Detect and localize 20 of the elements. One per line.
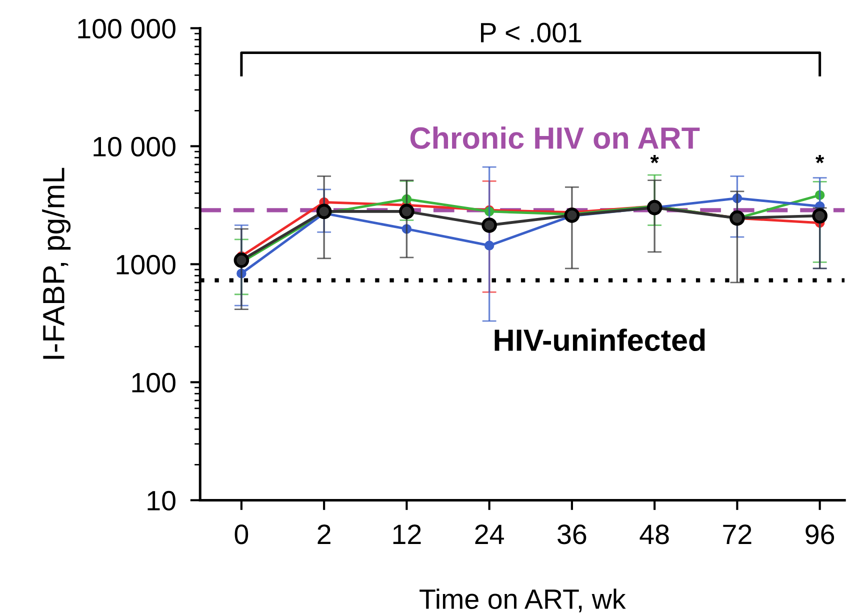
x-tick-label: 0 xyxy=(234,524,248,544)
y-tick-label: 100 000 xyxy=(78,18,176,39)
x-tick-label: 36 xyxy=(558,524,586,544)
x-tick-label: 12 xyxy=(393,524,421,544)
x-tick-label: 72 xyxy=(723,524,752,544)
x-tick-label: 2 xyxy=(318,524,330,544)
annotation: P < .001 xyxy=(481,22,582,42)
ref-line-label: HIV-uninfected xyxy=(494,328,705,352)
annotation: * xyxy=(816,154,824,164)
x-tick-label: 24 xyxy=(475,524,504,544)
x-tick-label: 96 xyxy=(806,524,834,544)
y-tick-label: 1000 xyxy=(116,254,176,275)
y-tick-label: 10 xyxy=(148,490,176,511)
ref-line-label: Chronic HIV on ART xyxy=(410,126,700,149)
y-tick-label: 100 xyxy=(132,372,176,393)
annotation: * xyxy=(650,154,659,164)
x-axis-title: Time on ART, wk xyxy=(420,588,626,612)
x-tick-label: 48 xyxy=(640,524,669,544)
y-axis-title: I-FABP, pg/mL xyxy=(42,168,71,359)
y-tick-label: 10 000 xyxy=(94,136,176,157)
